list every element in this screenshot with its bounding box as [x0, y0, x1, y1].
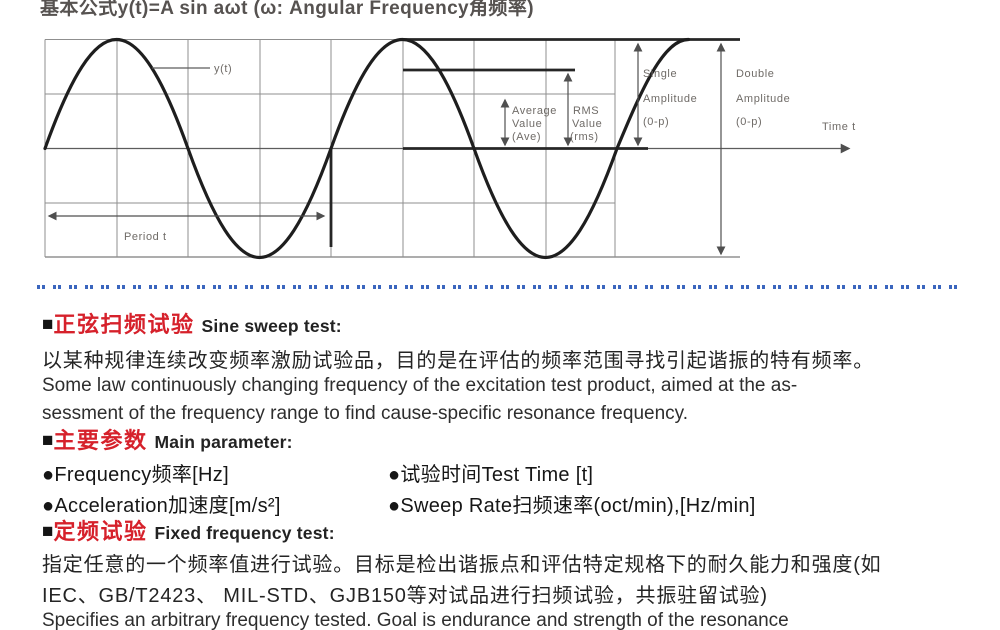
svg-text:Average: Average: [512, 105, 557, 117]
section-heading-main-parameter: ■主要参数 Main parameter:: [42, 428, 293, 457]
body-en-line: sessment of the frequency range to find …: [42, 402, 689, 424]
sine-wave-diagram: y(t) Period t Average Value (Ave) RMS Va…: [43, 37, 856, 259]
sine-sweep-body-en: Some law continuously changing frequency…: [42, 372, 797, 427]
parameter-row-2: ●Acceleration加速度[m/s²] ●Sweep Rate扫频速率(o…: [42, 489, 962, 518]
parameter-row-1: ●Frequency频率[Hz] ●试验时间Test Time [t]: [42, 458, 962, 487]
svg-text:Amplitude: Amplitude: [643, 93, 697, 105]
heading-zh: 主要参数: [53, 428, 148, 453]
level-lines: [329, 38, 740, 247]
svg-text:Single: Single: [643, 68, 677, 80]
heading-zh: 正弦扫频试验: [53, 312, 195, 337]
square-bullet-icon: ■: [42, 314, 54, 335]
value-arrows: [500, 42, 726, 256]
svg-text:RMS: RMS: [573, 105, 599, 117]
fixed-frequency-body-zh: 指定任意的一个频率值进行试验。目标是检出谐振点和评估特定规格下的耐久能力和强度(…: [42, 550, 881, 611]
parameter-test-time: ●试验时间Test Time [t]: [388, 464, 594, 486]
page-title: 基本公式y(t)=A sin aωt (ω: Angular Frequency…: [40, 0, 534, 19]
body-zh-line: 指定任意的一个频率值进行试验。目标是检出谐振点和评估特定规格下的耐久能力和强度(…: [42, 554, 882, 576]
svg-text:Double: Double: [736, 68, 774, 80]
square-bullet-icon: ■: [42, 430, 54, 451]
square-bullet-icon: ■: [42, 521, 54, 542]
heading-en: Main parameter:: [154, 432, 293, 452]
time-axis-label: Time t: [822, 121, 856, 133]
heading-en: Sine sweep test:: [201, 316, 342, 336]
heading-en: Fixed frequency test:: [154, 523, 335, 543]
parameter-sweep-rate: ●Sweep Rate扫频速率(oct/min),[Hz/min]: [388, 495, 756, 517]
double-amplitude-label: Double Amplitude (0-p): [736, 68, 790, 128]
body-en-line: Some law continuously changing frequency…: [42, 375, 798, 396]
average-value-label: Average Value (Ave): [512, 105, 557, 143]
section-heading-fixed-frequency: ■定频试验 Fixed frequency test:: [42, 519, 335, 548]
period-label: Period t: [124, 231, 167, 243]
heading-zh: 定频试验: [53, 519, 148, 544]
parameter-frequency: ●Frequency频率[Hz]: [42, 464, 229, 486]
svg-text:Value: Value: [572, 118, 602, 130]
body-zh-line: IEC、GB/T2423、 MIL-STD、GJB150等对试品进行扫频试验，共…: [42, 584, 768, 607]
svg-text:(rms): (rms): [570, 131, 599, 143]
sine-wave-curve: [43, 37, 691, 259]
svg-text:(0-p): (0-p): [643, 116, 669, 128]
dotted-separator: [37, 285, 963, 289]
single-amplitude-label: Single Amplitude (0-p): [643, 68, 697, 128]
parameter-acceleration: ●Acceleration加速度[m/s²]: [42, 495, 281, 517]
svg-text:(0-p): (0-p): [736, 116, 762, 128]
rms-value-label: RMS Value (rms): [570, 105, 602, 143]
sine-sweep-body-zh: 以某种规律连续改变频率激励试验品，目的是在评估的频率范围寻找引起谐振的特有频率。: [42, 350, 874, 372]
section-heading-sine-sweep: ■正弦扫频试验 Sine sweep test:: [42, 312, 342, 341]
svg-text:Amplitude: Amplitude: [736, 93, 790, 105]
svg-text:Value: Value: [512, 118, 542, 130]
svg-text:(Ave): (Ave): [512, 131, 541, 143]
fixed-frequency-body-en: Specifies an arbitrary frequency tested.…: [42, 610, 789, 630]
signal-label: y(t): [214, 63, 232, 75]
